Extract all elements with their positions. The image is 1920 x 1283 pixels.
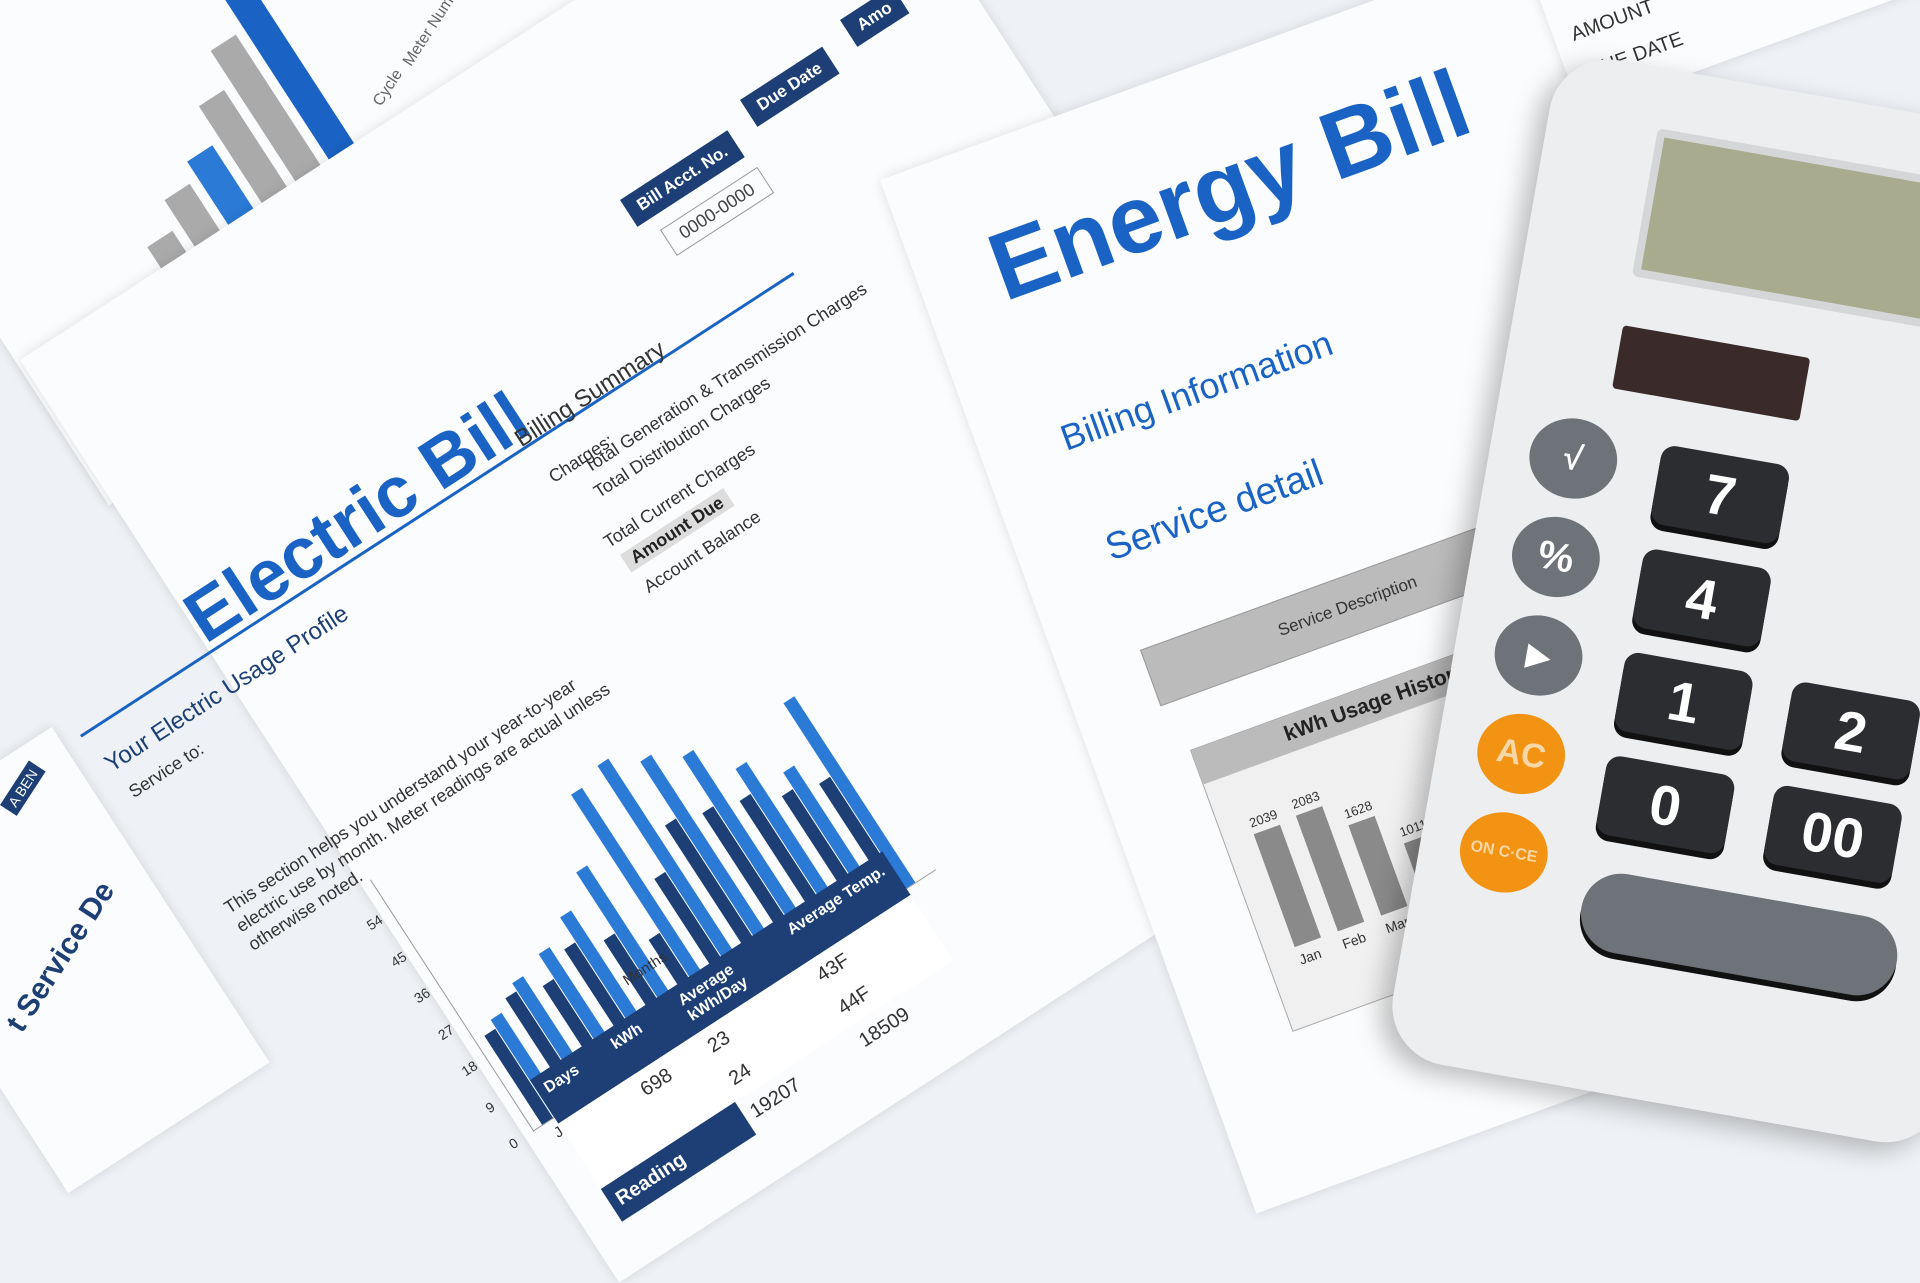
- key-7[interactable]: 7: [1649, 443, 1792, 546]
- play-button[interactable]: ▶: [1488, 608, 1589, 703]
- history-month: Jan: [1296, 944, 1324, 968]
- ac-button[interactable]: AC: [1470, 706, 1572, 801]
- equals-button[interactable]: [1574, 867, 1904, 1002]
- calculator-display: [1631, 128, 1920, 349]
- y-tick-label: 9: [482, 1098, 498, 1116]
- key-00[interactable]: 00: [1761, 783, 1904, 885]
- history-month: Feb: [1339, 928, 1369, 953]
- sqrt-button[interactable]: √: [1522, 411, 1624, 506]
- on-button[interactable]: ON C·CE: [1453, 805, 1555, 900]
- percent-button[interactable]: %: [1505, 509, 1607, 605]
- key-2[interactable]: 2: [1780, 680, 1920, 782]
- key-4[interactable]: 4: [1631, 547, 1773, 649]
- key-1[interactable]: 1: [1612, 650, 1755, 753]
- solar-panel: [1612, 325, 1811, 422]
- key-0[interactable]: 0: [1594, 754, 1737, 856]
- y-tick-label: 0: [505, 1134, 522, 1153]
